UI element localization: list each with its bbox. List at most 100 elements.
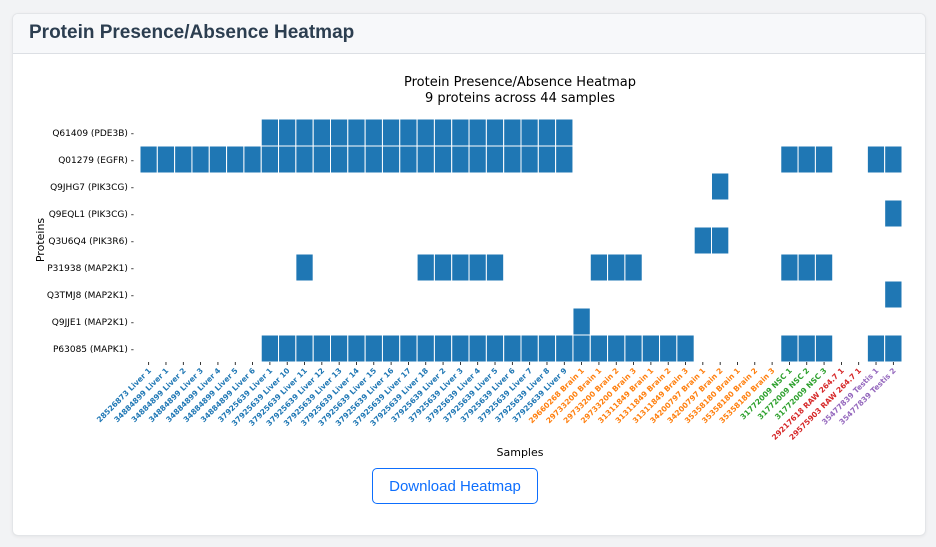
heatmap-cell-present xyxy=(485,145,505,174)
heatmap-cell-present xyxy=(693,226,713,255)
heatmap-cell-present xyxy=(416,334,435,363)
download-heatmap-button[interactable]: Download Heatmap xyxy=(372,468,538,504)
heatmap-card: Protein Presence/Absence Heatmap xyxy=(12,13,926,536)
y-axis-label: Proteins xyxy=(34,218,47,263)
heatmap-cell-present xyxy=(468,118,487,147)
heatmap-cell-present xyxy=(468,334,487,363)
heatmap-cell-present xyxy=(797,334,816,363)
heatmap-cell-present xyxy=(814,253,834,282)
heatmap-cell-present xyxy=(139,145,158,174)
heatmap-cell-present xyxy=(485,118,505,147)
heatmap-cell-present xyxy=(278,334,297,363)
heatmap-cell-present xyxy=(537,145,557,174)
heatmap-cell-present xyxy=(260,334,280,363)
heatmap-cell-present xyxy=(884,199,903,228)
chart-subtitle: 9 proteins across 44 samples xyxy=(425,91,615,106)
heatmap-cell-present xyxy=(589,253,609,282)
heatmap-cell-present xyxy=(537,334,557,363)
heatmap-cell-present xyxy=(381,334,401,363)
heatmap-cell-present xyxy=(607,334,626,363)
heatmap-cell-present xyxy=(884,280,903,309)
heatmap-cell-present xyxy=(451,145,470,174)
heatmap-cell-present xyxy=(780,145,799,174)
heatmap-cell-present xyxy=(884,145,903,174)
heatmap-cell-present xyxy=(711,172,730,201)
heatmap-cell-present xyxy=(503,334,522,363)
x-axis-label: Samples xyxy=(497,446,544,459)
heatmap-cell-present xyxy=(451,253,470,282)
heatmap-cell-present xyxy=(520,118,539,147)
heatmap-cell-present xyxy=(537,118,557,147)
heatmap-cell-present xyxy=(485,334,505,363)
heatmap-cell-present xyxy=(555,118,574,147)
y-tick-label: Q01279 (EGFR) - xyxy=(58,156,134,166)
heatmap-cell-present xyxy=(347,334,366,363)
heatmap-cell-present xyxy=(433,145,453,174)
heatmap-cell-present xyxy=(330,118,349,147)
heatmap-cell-present xyxy=(416,145,435,174)
heatmap-cell-present xyxy=(866,145,886,174)
heatmap-cell-present xyxy=(416,253,435,282)
heatmap-cell-present xyxy=(503,145,522,174)
heatmap-cell-present xyxy=(814,145,834,174)
heatmap-cell-present xyxy=(433,253,453,282)
heatmap-cell-present xyxy=(607,253,626,282)
heatmap-cell-present xyxy=(156,145,176,174)
heatmap-cell-present xyxy=(624,253,643,282)
heatmap-cell-present xyxy=(433,118,453,147)
heatmap-cell-present xyxy=(485,253,505,282)
heatmap-cell-present xyxy=(364,145,383,174)
heatmap-cell-present xyxy=(814,334,834,363)
heatmap-cell-present xyxy=(884,334,903,363)
heatmap-cell-present xyxy=(503,118,522,147)
heatmap-cell-present xyxy=(295,145,314,174)
y-tick-label: Q9EQL1 (PIK3CG) - xyxy=(49,210,134,220)
heatmap-cell-present xyxy=(711,226,730,255)
heatmap-cell-present xyxy=(572,307,591,336)
card-header: Protein Presence/Absence Heatmap xyxy=(13,14,925,54)
heatmap-cell-present xyxy=(676,334,695,363)
heatmap-cell-present xyxy=(641,334,661,363)
heatmap-cell-present xyxy=(347,118,366,147)
heatmap-cell-present xyxy=(780,334,799,363)
heatmap-cell-present xyxy=(278,145,297,174)
heatmap-cell-present xyxy=(330,334,349,363)
y-tick-label: P63085 (MAPK1) - xyxy=(53,345,134,355)
heatmap-cell-present xyxy=(468,253,487,282)
heatmap-cell-present xyxy=(797,145,816,174)
heatmap-cell-present xyxy=(312,118,332,147)
heatmap-cell-present xyxy=(399,334,418,363)
heatmap-cell-present xyxy=(659,334,678,363)
heatmap-cell-present xyxy=(589,334,609,363)
heatmap-cell-present xyxy=(208,145,228,174)
heatmap-cell-present xyxy=(468,145,487,174)
heatmap-cell-present xyxy=(295,118,314,147)
heatmap-cell-present xyxy=(624,334,643,363)
heatmap-cell-present xyxy=(364,334,383,363)
heatmap-cell-present xyxy=(260,145,280,174)
heatmap-cell-present xyxy=(330,145,349,174)
heatmap-cell-present xyxy=(226,145,245,174)
y-tick-label: P31938 (MAP2K1) - xyxy=(47,264,134,274)
heatmap-cell-present xyxy=(295,253,314,282)
page-title: Protein Presence/Absence Heatmap xyxy=(29,22,355,43)
heatmap-cell-present xyxy=(312,145,332,174)
heatmap-cell-present xyxy=(174,145,193,174)
heatmap-cell-present xyxy=(797,253,816,282)
heatmap-cell-present xyxy=(399,145,418,174)
y-tick-label: Q3TMJ8 (MAP2K1) - xyxy=(47,291,134,301)
heatmap-cell-present xyxy=(243,145,262,174)
heatmap-cell-present xyxy=(780,253,799,282)
heatmap-cell-present xyxy=(260,118,280,147)
heatmap-cell-present xyxy=(312,334,332,363)
y-tick-label: Q3U6Q4 (PIK3R6) - xyxy=(48,237,134,247)
heatmap-cell-present xyxy=(381,145,401,174)
heatmap-cell-present xyxy=(399,118,418,147)
chart-title: Protein Presence/Absence Heatmap xyxy=(404,75,636,90)
y-tick-label: Q61409 (PDE3B) - xyxy=(52,129,134,139)
heatmap-cell-present xyxy=(520,145,539,174)
heatmap-cell-present xyxy=(381,118,401,147)
heatmap-cell-present xyxy=(555,145,574,174)
heatmap-cell-present xyxy=(295,334,314,363)
